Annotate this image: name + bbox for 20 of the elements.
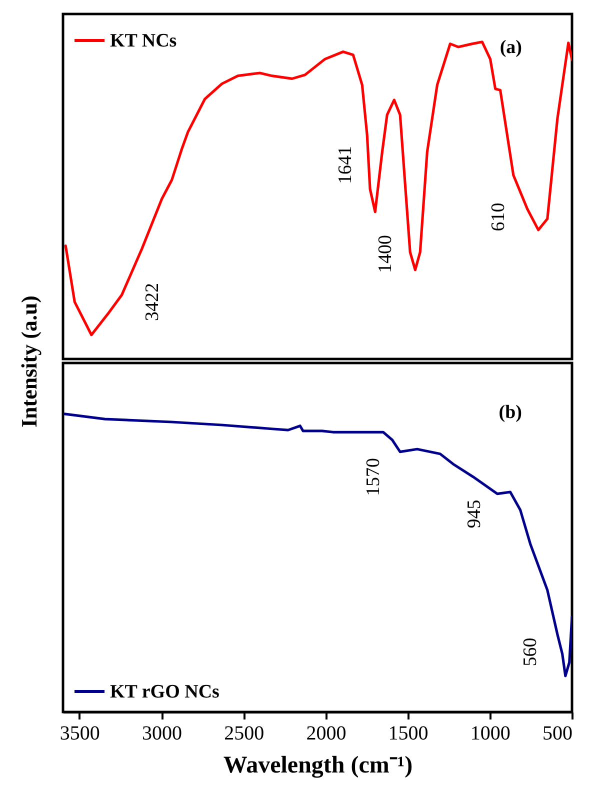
annotation: 560 bbox=[520, 638, 541, 666]
x-tick-label: 1000 bbox=[470, 722, 510, 744]
annotation: 1570 bbox=[363, 458, 384, 496]
x-tick-label: 1500 bbox=[388, 722, 428, 744]
annotation: 1641 bbox=[335, 146, 356, 184]
annotation: 1400 bbox=[375, 235, 396, 273]
annotation: 610 bbox=[488, 202, 509, 232]
x-tick-label: 3000 bbox=[142, 722, 182, 744]
legend-label: KT rGO NCs bbox=[110, 682, 220, 702]
x-tick-label: 2500 bbox=[224, 722, 264, 744]
x-axis-title: Wavelength (cm⁻¹) bbox=[223, 752, 413, 778]
x-tick-label: 500 bbox=[542, 722, 572, 744]
annotation: 945 bbox=[464, 500, 485, 528]
annotation: (b) bbox=[498, 402, 522, 423]
annotation: (a) bbox=[500, 37, 522, 58]
x-tick-label: 2000 bbox=[306, 722, 346, 744]
y-axis-title: Intensity (a.u) bbox=[16, 295, 42, 428]
annotation: 3422 bbox=[142, 283, 163, 321]
x-tick-label: 3500 bbox=[60, 722, 100, 744]
legend-label: KT NCs bbox=[110, 30, 177, 52]
